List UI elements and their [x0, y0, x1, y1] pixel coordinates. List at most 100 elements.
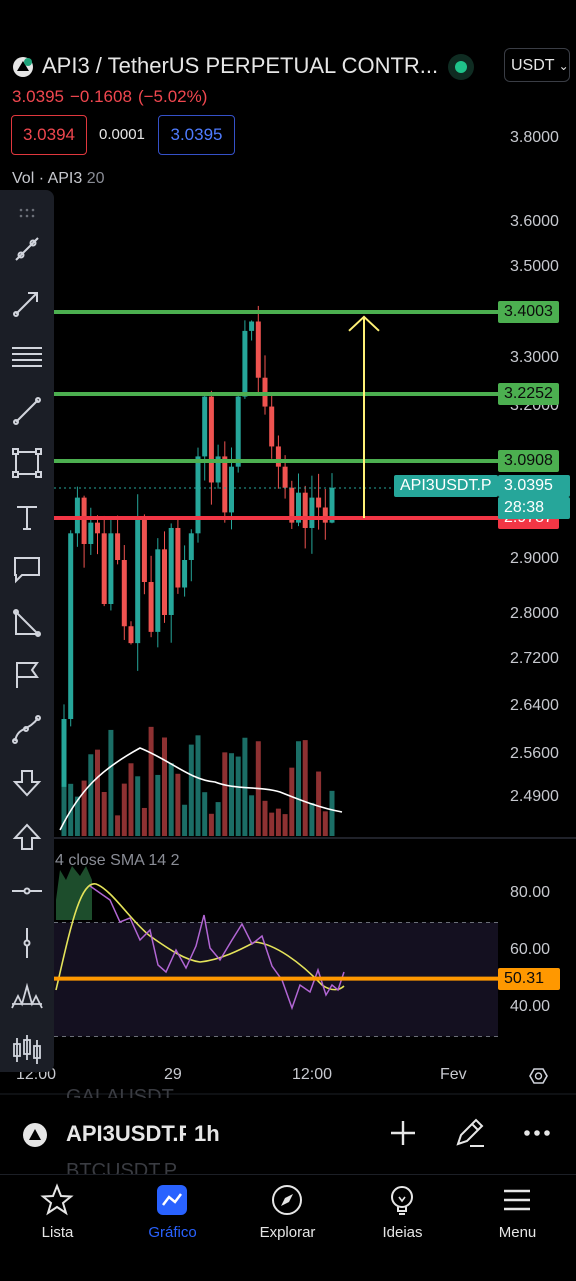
volume-bar [88, 754, 94, 836]
price-change: −0.1608 [70, 87, 132, 106]
line-icon[interactable] [10, 394, 44, 428]
head-shoulders-icon[interactable] [10, 980, 44, 1014]
flag-icon[interactable] [10, 658, 44, 692]
trend-line-icon[interactable] [10, 232, 44, 266]
volume-bar [282, 814, 288, 836]
drawing-pen-icon[interactable] [452, 1114, 488, 1150]
price-axis-label: 3.8000 [510, 129, 559, 146]
volume-bar [155, 774, 161, 836]
volume-bar [108, 729, 114, 836]
candle-body [81, 497, 87, 544]
nav-item-menu[interactable]: Menu [460, 1175, 575, 1255]
currency-value: USDT [511, 57, 555, 74]
horizontal-line-icon[interactable] [10, 874, 44, 908]
candle-body [61, 719, 67, 792]
drag-handle-icon[interactable] [10, 196, 44, 218]
rsi-overbought-fill [56, 866, 92, 920]
time-axis-label: Fev [440, 1066, 467, 1083]
volume-bar [302, 740, 308, 836]
candle-body [229, 466, 234, 513]
candle-body [101, 533, 107, 604]
candle-body [329, 487, 335, 523]
candle-body [155, 549, 161, 632]
volume-bar [249, 795, 255, 836]
rsi-axis-label: 80.00 [510, 884, 551, 901]
price-change-pct: (−5.02%) [137, 87, 208, 106]
buy-button[interactable]: 3.0395 [158, 115, 235, 155]
nav-item-explorar[interactable]: Explorar [230, 1175, 345, 1255]
candle-body [95, 522, 100, 534]
rsi-axis-label: 40.00 [510, 998, 551, 1015]
bottom-navigation: Lista Gráfico Explorar Ideias Menu [0, 1174, 576, 1281]
timeframe-selector[interactable]: 1h [194, 1121, 220, 1146]
candle-body [121, 560, 127, 627]
price-axis-label: 3.6000 [510, 213, 559, 230]
text-tool-icon[interactable] [10, 500, 44, 534]
more-options-icon[interactable] [520, 1116, 554, 1150]
time-axis-label: 12:00 [292, 1066, 333, 1083]
candle-body [235, 396, 241, 467]
volume-bar [168, 763, 174, 836]
sell-button[interactable]: 3.0394 [11, 115, 87, 155]
nav-label: Explorar [259, 1224, 316, 1241]
volume-bar [208, 813, 214, 836]
candle-body [309, 497, 315, 528]
compass-icon [272, 1185, 302, 1215]
volume-bar [128, 763, 134, 836]
arrow-up-icon[interactable] [10, 820, 44, 854]
candle-body [282, 466, 288, 488]
price-axis-label: 3.5000 [510, 258, 559, 275]
callout-icon[interactable] [10, 552, 44, 586]
candles-tool-icon[interactable] [10, 1032, 44, 1066]
nav-label: Menu [498, 1224, 537, 1241]
chart-icon [157, 1185, 187, 1215]
candle-body [168, 527, 174, 615]
volume-bar [141, 807, 147, 836]
symbol-name[interactable]: API3USDT.P [66, 1121, 186, 1146]
nav-item-grafico[interactable]: Gráfico [115, 1175, 230, 1255]
vertical-line-icon[interactable] [10, 926, 44, 960]
candle-body [148, 582, 154, 632]
candle-body [141, 517, 147, 582]
symbol-title[interactable]: API3 / TetherUS PERPETUAL CONTR... [42, 53, 439, 78]
rsi-level-tag: 50.31 [498, 967, 560, 990]
volume-ma-line [59, 747, 343, 831]
rsi-signal-line [55, 883, 345, 991]
volume-bar [296, 741, 301, 836]
bulb-icon [391, 1186, 413, 1215]
volume-bar [95, 749, 100, 836]
candle-body [289, 487, 295, 523]
price-axis-label: 2.5600 [510, 745, 559, 762]
price-chart[interactable] [0, 0, 576, 1100]
chevron-down-icon: ⌄ [558, 59, 569, 73]
volume-bar [275, 808, 281, 836]
arrow-tool-icon[interactable] [10, 286, 44, 320]
market-status-icon[interactable] [448, 54, 474, 80]
volume-bar [101, 791, 107, 836]
candle-body [316, 497, 322, 508]
volume-bar [61, 786, 67, 836]
candle-body [162, 549, 167, 615]
rectangle-icon[interactable] [10, 446, 44, 480]
star-icon [40, 1183, 74, 1216]
brush-curve-icon[interactable] [10, 712, 44, 746]
candle-body [208, 396, 214, 483]
volume-bar [115, 815, 121, 836]
add-plus-icon[interactable] [386, 1116, 420, 1150]
triangle-pattern-icon[interactable] [10, 606, 44, 640]
nav-item-ideias[interactable]: Ideias [345, 1175, 460, 1255]
volume-bar [289, 767, 295, 836]
symbol-price-tag: API3USDT.P [394, 475, 498, 497]
currency-select[interactable]: USDT ⌄ [504, 48, 570, 82]
price-axis-label: 2.7200 [510, 650, 559, 667]
rsi-line [89, 885, 345, 1011]
candle-body [242, 330, 248, 397]
price-axis-label: 2.6400 [510, 697, 559, 714]
nav-item-lista[interactable]: Lista [0, 1175, 115, 1255]
price-axis-label: 2.9000 [510, 550, 559, 567]
candle-body [255, 321, 261, 378]
arrow-down-icon[interactable] [10, 766, 44, 800]
parallel-lines-icon[interactable] [10, 340, 44, 374]
candle-body [135, 517, 141, 644]
volume-indicator-label[interactable]: Vol · API3 20 [12, 170, 105, 188]
